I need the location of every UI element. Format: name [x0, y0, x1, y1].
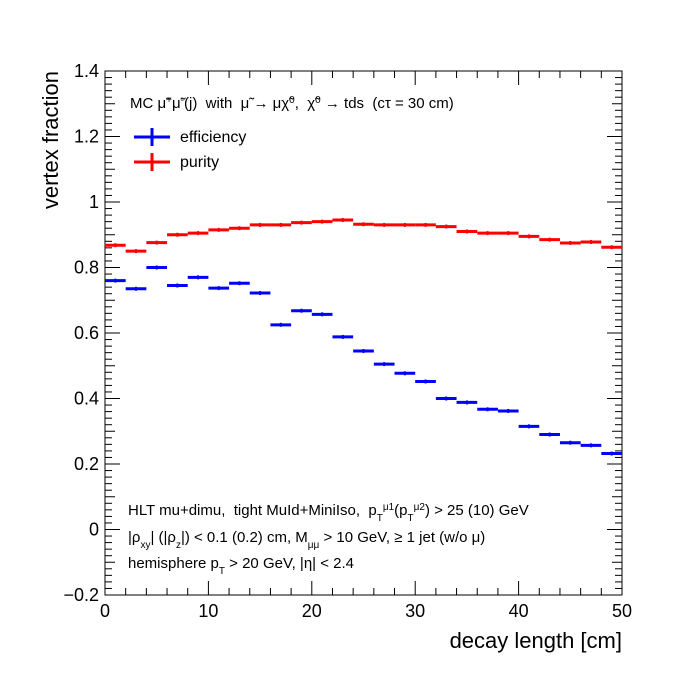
- efficiency-point: [208, 286, 230, 291]
- y-axis-title: vertex fraction: [38, 71, 63, 209]
- efficiency-point: [125, 286, 147, 291]
- purity-point: [167, 232, 188, 237]
- purity-point: [518, 234, 540, 239]
- efficiency-point: [580, 443, 602, 448]
- efficiency-point: [229, 281, 250, 286]
- x-axis-title: decay length [cm]: [450, 628, 622, 653]
- purity-point: [249, 222, 271, 227]
- efficiency-point: [435, 396, 457, 401]
- efficiency-point: [539, 432, 560, 437]
- efficiency-point: [332, 334, 354, 339]
- y-tick-label: −0.2: [63, 585, 99, 605]
- series-purity: [105, 218, 622, 254]
- purity-point: [332, 218, 354, 223]
- purity-point: [187, 231, 209, 236]
- x-tick-label: 0: [100, 601, 110, 621]
- efficiency-point: [105, 278, 126, 283]
- purity-point: [601, 245, 622, 250]
- y-tick-label: 0.4: [74, 389, 99, 409]
- purity-point: [311, 219, 333, 224]
- purity-point: [270, 222, 292, 227]
- y-tick-label: 1.2: [74, 127, 99, 147]
- efficiency-point: [291, 308, 312, 313]
- legend-marker-purity: [134, 153, 170, 171]
- legend: efficiency purity: [134, 128, 246, 171]
- purity-point: [497, 231, 519, 236]
- purity-point: [539, 237, 560, 242]
- efficiency-point: [497, 408, 519, 413]
- purity-point: [125, 249, 147, 254]
- efficiency-point: [353, 349, 374, 354]
- purity-point: [394, 222, 416, 227]
- purity-point: [208, 227, 230, 232]
- efficiency-point: [601, 451, 622, 456]
- efficiency-point: [249, 291, 271, 296]
- efficiency-point: [187, 275, 209, 280]
- purity-point: [477, 231, 498, 236]
- purity-point: [146, 240, 168, 245]
- efficiency-point: [518, 424, 540, 429]
- y-tick-label: 1.4: [74, 61, 99, 81]
- legend-label-purity: purity: [180, 154, 219, 171]
- axis-ticks: [104, 70, 623, 596]
- x-tick-label: 10: [198, 601, 218, 621]
- series-layer: [105, 218, 622, 456]
- efficiency-point: [146, 265, 168, 270]
- legend-label-efficiency: efficiency: [180, 129, 246, 146]
- y-tick-label: 1: [89, 192, 99, 212]
- series-efficiency: [105, 265, 622, 456]
- efficiency-point: [373, 362, 395, 367]
- purity-point: [353, 222, 374, 227]
- efficiency-point: [270, 322, 292, 327]
- y-tick-label: 0.6: [74, 323, 99, 343]
- efficiency-point: [456, 400, 478, 405]
- purity-point: [229, 226, 250, 231]
- y-tick-label: 0: [89, 520, 99, 540]
- purity-point: [456, 229, 478, 234]
- efficiency-point: [167, 283, 188, 288]
- efficiency-point: [477, 407, 498, 412]
- purity-point: [415, 222, 436, 227]
- purity-point: [435, 224, 457, 229]
- legend-marker-efficiency: [134, 128, 170, 146]
- selection-annotation-line1: HLT mu+dimu, tight MuId+MiniIso, pTμ1(pT…: [128, 502, 529, 524]
- selection-annotation-line2: |ρxy| (|ρz|) < 0.1 (0.2) cm, Mμμ > 10 Ge…: [128, 529, 485, 551]
- purity-point: [373, 222, 395, 227]
- y-tick-labels: −0.2 0 0.2 0.4 0.6 0.8 1 1.2 1.4: [63, 61, 99, 605]
- purity-point: [291, 220, 312, 225]
- purity-point: [580, 239, 602, 244]
- y-tick-label: 0.2: [74, 454, 99, 474]
- efficiency-point: [415, 379, 436, 384]
- efficiency-point: [559, 440, 581, 445]
- x-tick-label: 20: [302, 601, 322, 621]
- efficiency-point: [394, 371, 416, 376]
- header-annotation: MC μ̃+μ̃-(j) with μ̃ → μχ̃0, χ̃0 → tds (…: [130, 95, 454, 113]
- purity-point: [559, 240, 581, 245]
- x-tick-label: 30: [405, 601, 425, 621]
- efficiency-point: [311, 312, 333, 317]
- x-tick-label: 40: [509, 601, 529, 621]
- selection-annotation-line3: hemisphere pT > 20 GeV, |η| < 2.4: [128, 555, 354, 577]
- purity-point: [105, 243, 126, 248]
- y-tick-label: 0.8: [74, 258, 99, 278]
- x-tick-labels: 0 10 20 30 40 50: [100, 601, 632, 621]
- x-tick-label: 50: [612, 601, 632, 621]
